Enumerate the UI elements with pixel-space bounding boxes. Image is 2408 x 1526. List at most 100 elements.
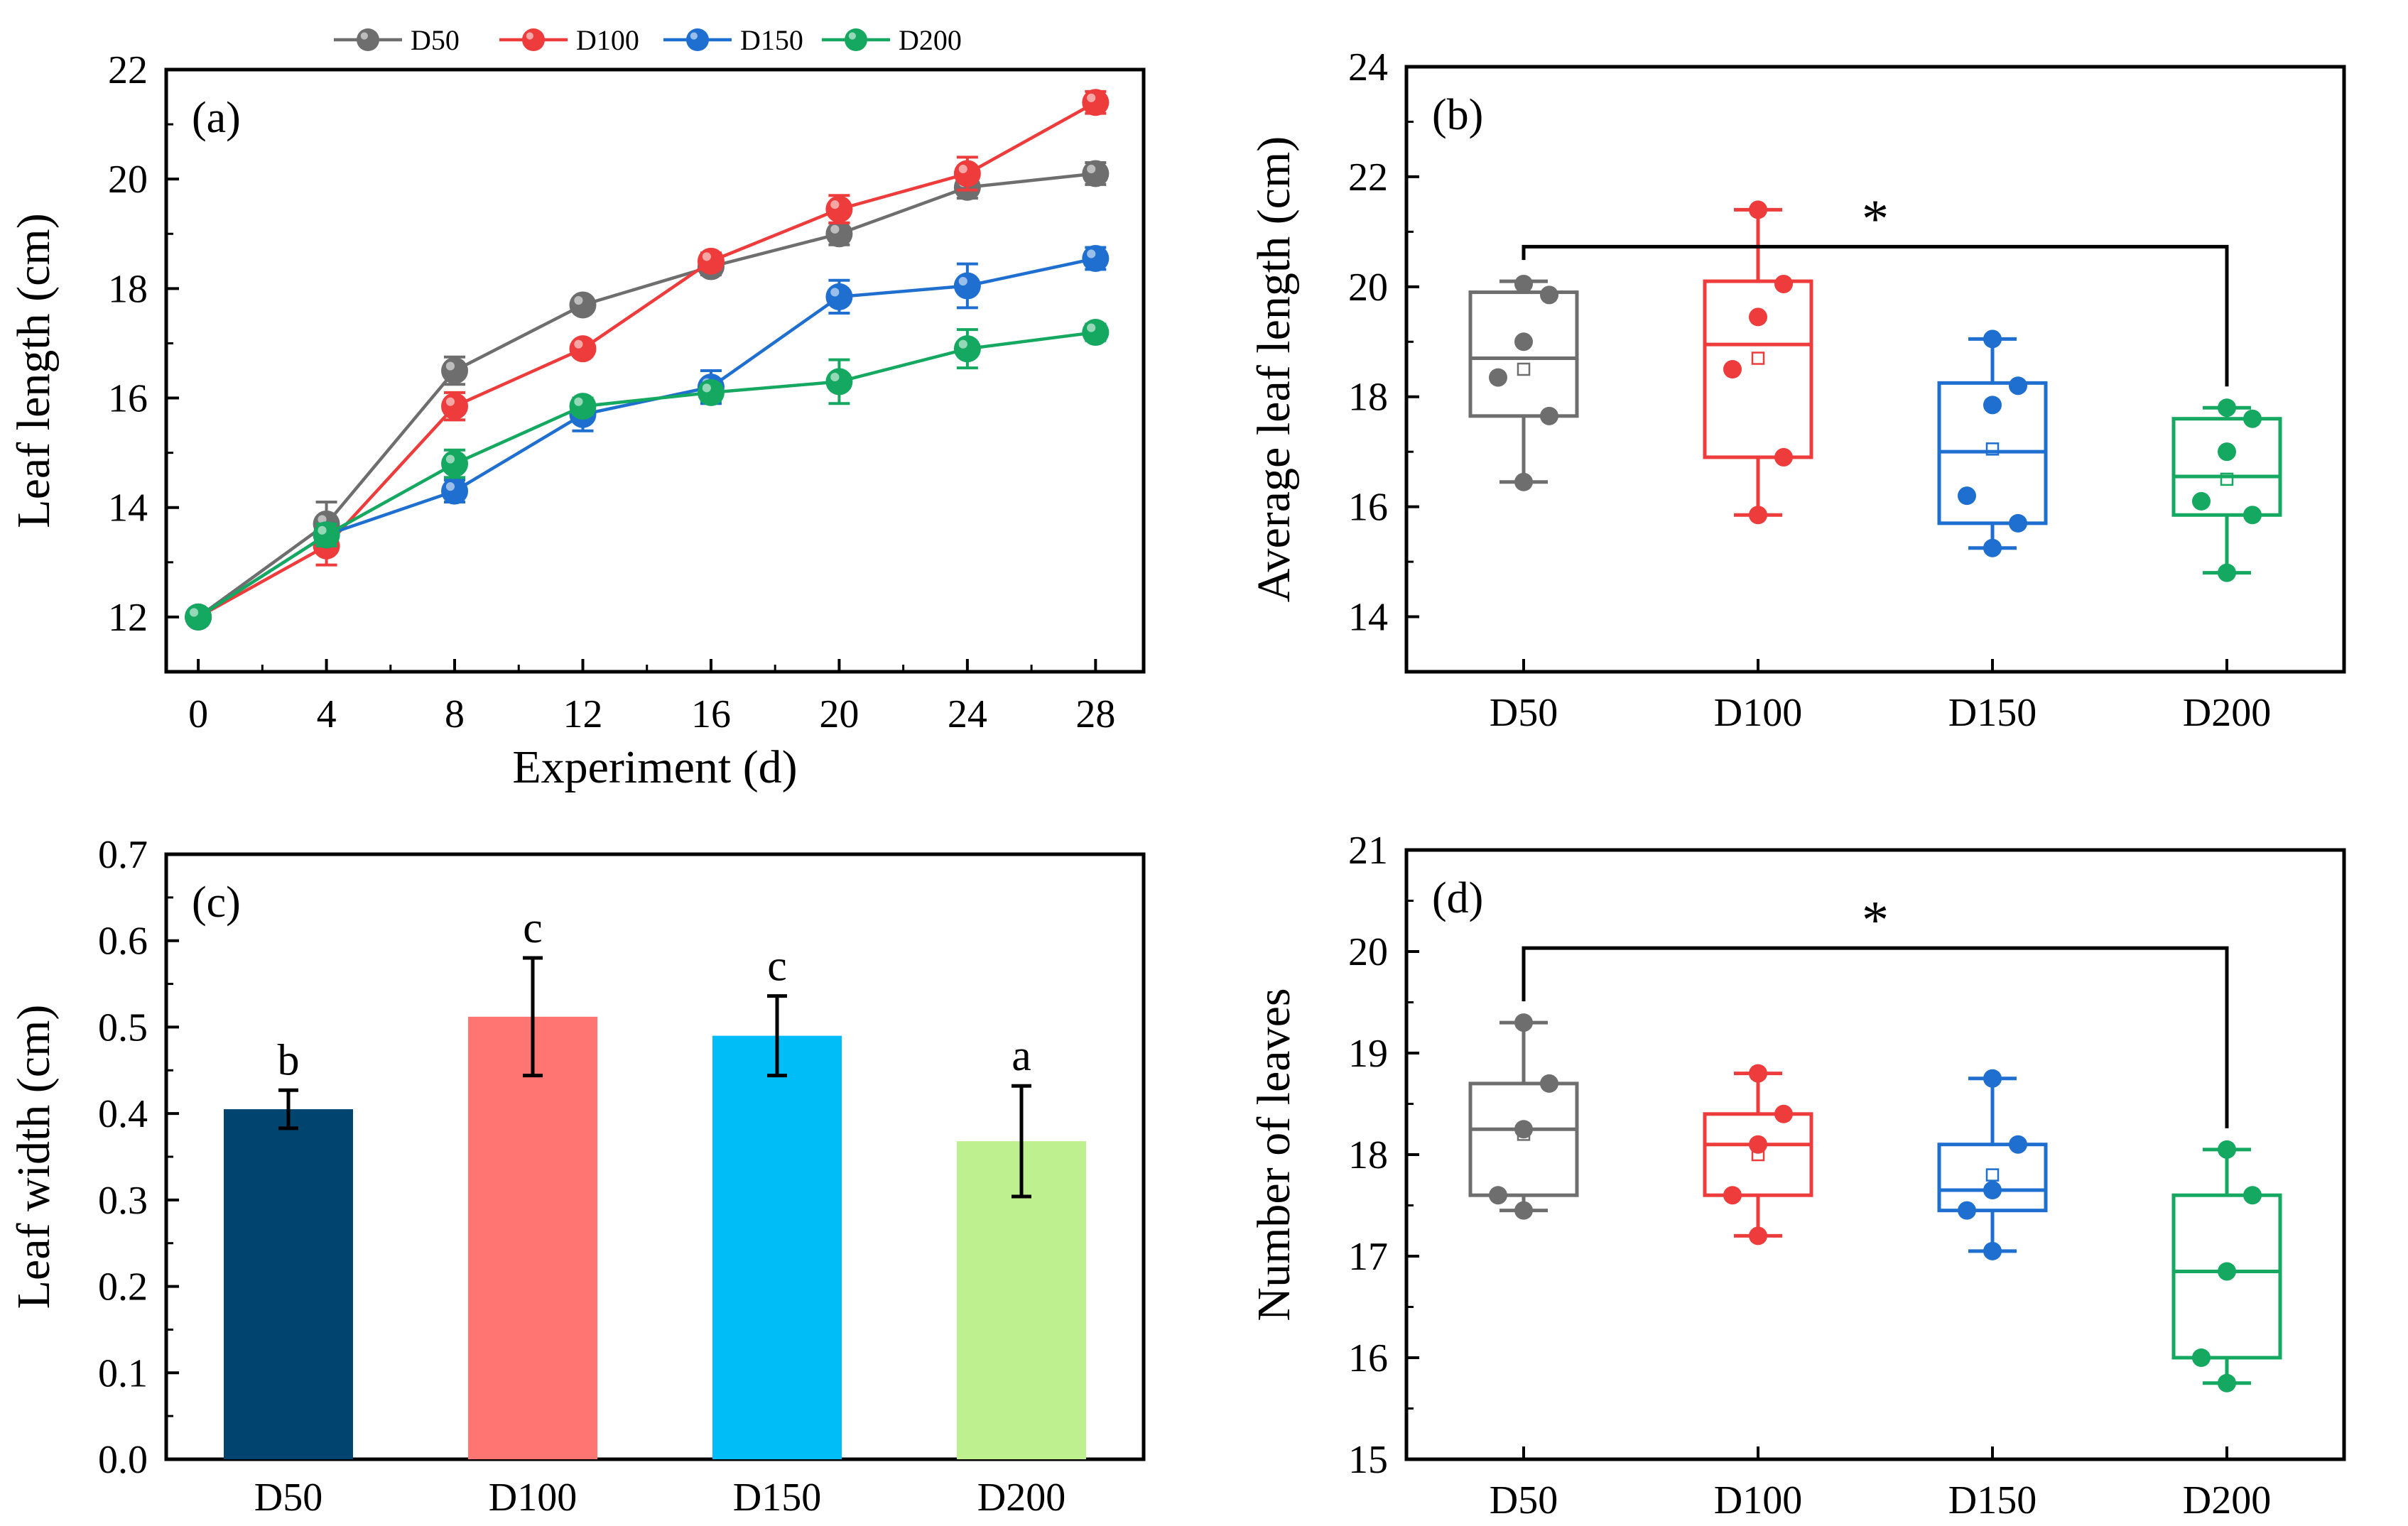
data-point <box>1489 368 1507 387</box>
y-axis-label: Number of leaves <box>1248 988 1300 1321</box>
x-tick-label: D100 <box>1714 1478 1802 1522</box>
box-iqr <box>2171 1193 2282 1360</box>
legend-marker-highlight <box>360 32 368 40</box>
box-iqr <box>1703 279 1813 459</box>
legend-marker <box>686 28 709 51</box>
data-point <box>1983 396 2002 415</box>
data-point-highlight <box>830 200 840 209</box>
x-tick-label: D150 <box>1948 1478 2037 1522</box>
legend-label: D50 <box>411 24 460 56</box>
data-point-highlight <box>702 252 711 261</box>
y-tick-label: 12 <box>108 596 148 640</box>
data-point <box>569 335 597 363</box>
data-point <box>441 393 469 420</box>
box-D200 <box>2171 1140 2282 1393</box>
data-point <box>697 247 725 275</box>
data-point <box>2218 442 2236 462</box>
y-tick-label: 18 <box>1348 1133 1388 1177</box>
data-point <box>1749 200 1767 219</box>
data-point-highlight <box>574 397 583 406</box>
data-point-highlight <box>189 608 199 617</box>
y-tick-label: 18 <box>1348 376 1388 420</box>
box-D100 <box>1703 200 1813 525</box>
legend-label: D200 <box>899 24 962 56</box>
plot-frame <box>164 67 1146 674</box>
data-point <box>1514 1201 1533 1220</box>
box-D50 <box>1468 1013 1579 1220</box>
x-tick-label: 12 <box>563 692 602 736</box>
data-point <box>1774 447 1793 467</box>
x-tick-label: 16 <box>691 692 731 736</box>
y-tick-label: 0.6 <box>98 920 148 964</box>
box-iqr <box>1468 290 1579 418</box>
data-point-highlight <box>574 295 583 305</box>
x-tick-label: D100 <box>1714 691 1802 735</box>
bracket-line <box>1522 244 2229 387</box>
y-tick-label: 21 <box>1348 829 1388 873</box>
data-point <box>2218 1262 2236 1281</box>
data-point-highlight <box>574 339 583 349</box>
x-tick-label: 28 <box>1075 692 1115 736</box>
x-tick-label: 8 <box>445 692 465 736</box>
series-D200 <box>185 319 1110 631</box>
data-point <box>2009 376 2027 396</box>
data-point <box>1082 319 1110 347</box>
significance-letter: a <box>1012 1032 1031 1080</box>
data-point <box>825 283 853 310</box>
data-point-highlight <box>830 224 840 234</box>
y-tick-label: 0.4 <box>98 1092 148 1136</box>
legend-label: D150 <box>740 24 803 56</box>
box-D150 <box>1937 329 2048 557</box>
y-axis-label: Leaf width (cm) <box>8 1005 60 1309</box>
y-tick-label: 0.0 <box>98 1438 148 1482</box>
y-axis-label: Average leaf length (cm) <box>1248 136 1300 603</box>
data-point-highlight <box>1087 93 1096 102</box>
data-point <box>185 603 212 631</box>
panel-label: (d) <box>1432 874 1483 922</box>
y-tick-label: 20 <box>1348 266 1388 310</box>
data-point-highlight <box>702 383 711 393</box>
y-tick-label: 15 <box>1348 1438 1388 1482</box>
data-point <box>1958 1201 1976 1220</box>
box-iqr <box>2171 417 2282 517</box>
data-point <box>825 220 853 248</box>
data-point <box>441 450 469 478</box>
data-point-highlight <box>1087 323 1096 332</box>
data-point <box>2218 563 2236 582</box>
data-point-highlight <box>958 164 967 174</box>
box-D150 <box>1937 1069 2048 1260</box>
y-tick-label: 24 <box>1348 45 1388 89</box>
data-point-highlight <box>318 525 327 535</box>
significance-letter: b <box>278 1036 300 1084</box>
data-point <box>1749 506 1767 525</box>
data-point <box>2243 506 2262 525</box>
y-tick-label: 20 <box>108 158 148 202</box>
box-mean <box>1517 362 1531 376</box>
data-point <box>441 357 469 384</box>
data-point <box>2218 1140 2236 1159</box>
x-axis-label: Experiment (d) <box>512 741 797 793</box>
data-point <box>953 160 981 187</box>
data-point <box>1723 1186 1742 1205</box>
x-tick-label: D200 <box>2183 1478 2271 1522</box>
data-point <box>1749 307 1767 327</box>
data-point <box>825 368 853 396</box>
data-point-highlight <box>830 372 840 382</box>
significance-bracket: * <box>1522 890 2229 1128</box>
data-point <box>569 291 597 319</box>
data-point <box>1983 1181 2002 1200</box>
significance-star: * <box>1862 189 1889 249</box>
data-point-highlight <box>445 454 455 464</box>
data-point <box>2192 491 2211 511</box>
data-point <box>1514 332 1533 351</box>
legend-marker <box>357 28 379 51</box>
x-tick-label: D50 <box>1490 1478 1558 1522</box>
bar <box>468 1016 597 1459</box>
data-point <box>1983 329 2002 349</box>
bar-D150: c <box>712 942 842 1459</box>
legend-marker <box>522 28 545 51</box>
box-iqr <box>1468 1081 1579 1197</box>
data-point <box>2243 409 2262 428</box>
legend-label: D100 <box>576 24 639 56</box>
panel-a: 12 14 16 18 20 22 0 4 8 12 16 20 24 28 Experiment (d) L… <box>8 24 1146 793</box>
